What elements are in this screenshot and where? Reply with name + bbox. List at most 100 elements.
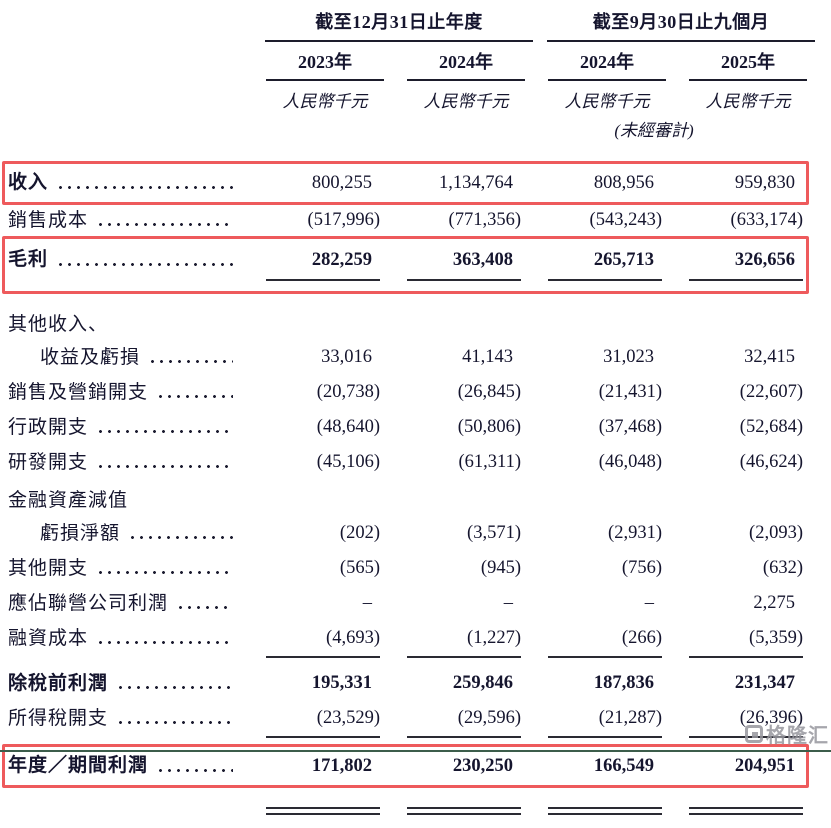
cell-value: (29,596) bbox=[384, 708, 525, 738]
row-label-cell: 應佔聯營公司利潤 bbox=[6, 592, 243, 616]
dot-leader bbox=[128, 536, 233, 540]
row-label: 研發開支 bbox=[8, 451, 89, 473]
row-label-cell: 其他開支 bbox=[6, 557, 243, 581]
row-label-cell: 銷售成本 bbox=[6, 209, 243, 233]
dot-leader bbox=[56, 185, 233, 189]
dot-leader bbox=[156, 395, 233, 399]
cell-value: 195,331 bbox=[311, 673, 372, 693]
double-underline bbox=[266, 806, 380, 815]
dot-leader bbox=[56, 262, 233, 266]
cell-value: 808,956 bbox=[593, 172, 654, 193]
cell-value: – bbox=[644, 593, 654, 613]
row-label: 金融資產減值 bbox=[8, 490, 129, 512]
dot-leader bbox=[96, 430, 233, 434]
row-label: 年度／期間利潤 bbox=[8, 755, 149, 777]
table-row: 金融資產減值 bbox=[6, 486, 807, 516]
gelonghui-watermark: 格隆汇 bbox=[745, 719, 829, 748]
cell-value: 166,549 bbox=[593, 755, 654, 776]
table-row: 收入 800,255 1,134,764 808,956 959,830 bbox=[2, 161, 809, 205]
cell-value: 2,275 bbox=[753, 593, 795, 613]
cell-value: 187,836 bbox=[593, 673, 654, 693]
cell-value: (202) bbox=[339, 523, 380, 543]
cell-value: (565) bbox=[339, 558, 380, 578]
cell-value: (517,996) bbox=[307, 210, 380, 230]
cell-value: (2,931) bbox=[608, 523, 662, 543]
double-rule-row bbox=[6, 793, 807, 828]
table-body: 收入 800,255 1,134,764 808,956 959,830 銷售成本 (517… bbox=[2, 161, 809, 828]
cell-value: (945) bbox=[480, 558, 521, 578]
dot-leader bbox=[96, 465, 233, 469]
cell-value: (21,431) bbox=[598, 382, 662, 402]
column-year-2024: 2024年 bbox=[407, 48, 525, 81]
cell-value: 363,408 bbox=[384, 250, 525, 281]
dot-leader bbox=[156, 768, 233, 772]
row-label-cell: 銷售及營銷開支 bbox=[6, 381, 243, 405]
row-label: 毛利 bbox=[8, 249, 49, 271]
row-label-cell: 融資成本 bbox=[6, 627, 243, 651]
cell-value: (37,468) bbox=[598, 417, 662, 437]
cell-value: (5,359) bbox=[666, 628, 807, 658]
row-label-cell: 收益及虧損 bbox=[6, 346, 243, 370]
table-header-years: 2023年 2024年 2024年 2025年 bbox=[6, 48, 807, 81]
row-label-cell: 收入 bbox=[6, 171, 243, 195]
cell-value: – bbox=[362, 593, 372, 613]
unaudited-note: (未經審計) bbox=[614, 121, 694, 140]
table-header-note: (未經審計) bbox=[6, 112, 807, 141]
cell-value: 32,415 bbox=[744, 347, 795, 367]
row-label-cell: 所得稅開支 bbox=[6, 707, 243, 731]
row-label-cell: 虧損淨額 bbox=[6, 522, 243, 546]
dot-leader bbox=[116, 686, 233, 690]
cell-value: (45,106) bbox=[316, 452, 380, 472]
row-label: 除稅前利潤 bbox=[8, 672, 109, 694]
column-year-2025-9m: 2025年 bbox=[689, 48, 807, 81]
table-row: 其他收入、 bbox=[6, 310, 807, 340]
row-label: 收入 bbox=[8, 172, 49, 194]
table-row: 虧損淨額 (202) (3,571) (2,931) (2,093) bbox=[6, 516, 807, 551]
row-label-cell: 研發開支 bbox=[6, 451, 243, 475]
cell-value: 282,259 bbox=[243, 250, 384, 281]
period-group-annual: 截至12月31日止年度 bbox=[265, 8, 533, 42]
cell-value: 171,802 bbox=[311, 755, 372, 776]
cell-value: (26,845) bbox=[457, 382, 521, 402]
table-row: 銷售及營銷開支 (20,738) (26,845) (21,431) (22,607) bbox=[6, 375, 807, 410]
table-header-groups: 截至12月31日止年度 截至9月30日止九個月 bbox=[6, 8, 815, 42]
cell-value: (61,311) bbox=[458, 452, 521, 472]
cell-value: (48,640) bbox=[316, 417, 380, 437]
table-row: 毛利 282,259 363,408 265,713 326,656 bbox=[2, 236, 809, 294]
cell-value: 265,713 bbox=[525, 250, 666, 281]
double-underline bbox=[407, 806, 521, 815]
row-label: 所得稅開支 bbox=[8, 707, 109, 729]
financial-statement-page: { "header": { "groups": [ { "title": "截至… bbox=[0, 8, 831, 815]
cell-value: (52,684) bbox=[739, 417, 803, 437]
cell-value: 1,134,764 bbox=[439, 172, 513, 193]
table-row: 研發開支 (45,106) (61,311) (46,048) (46,624) bbox=[6, 445, 807, 480]
row-label-cell: 金融資產減值 bbox=[6, 489, 807, 513]
column-unit: 人民幣千元 bbox=[705, 92, 791, 111]
row-label: 其他開支 bbox=[8, 557, 89, 579]
column-year-2023: 2023年 bbox=[266, 48, 384, 81]
row-label: 收益及虧損 bbox=[40, 346, 141, 368]
cell-value: (4,693) bbox=[243, 628, 384, 658]
cell-value: – bbox=[503, 593, 513, 613]
cell-value: (543,243) bbox=[589, 210, 662, 230]
cell-value: (20,738) bbox=[316, 382, 380, 402]
cell-value: (21,287) bbox=[525, 708, 666, 738]
double-underline bbox=[548, 806, 662, 815]
row-label: 應佔聯營公司利潤 bbox=[8, 592, 169, 614]
row-label-cell: 毛利 bbox=[6, 248, 243, 272]
row-label: 虧損淨額 bbox=[40, 522, 121, 544]
cell-value: 231,347 bbox=[734, 673, 795, 693]
table-row: 所得稅開支 (23,529) (29,596) (21,287) (26,396) bbox=[6, 701, 807, 738]
row-label: 融資成本 bbox=[8, 627, 89, 649]
period-group-nine-months: 截至9月30日止九個月 bbox=[547, 8, 815, 42]
cell-value: 230,250 bbox=[452, 755, 513, 776]
row-label: 行政開支 bbox=[8, 416, 89, 438]
table-row: 行政開支 (48,640) (50,806) (37,468) (52,684) bbox=[6, 410, 807, 445]
cell-value: 800,255 bbox=[311, 172, 372, 193]
table-header-units: 人民幣千元 人民幣千元 人民幣千元 人民幣千元 bbox=[6, 87, 807, 112]
table-row: 應佔聯營公司利潤 – – – 2,275 bbox=[6, 586, 807, 621]
cell-value: (632) bbox=[762, 558, 803, 578]
dot-leader bbox=[96, 223, 233, 227]
cell-value: 259,846 bbox=[452, 673, 513, 693]
cell-value: (3,571) bbox=[467, 523, 521, 543]
